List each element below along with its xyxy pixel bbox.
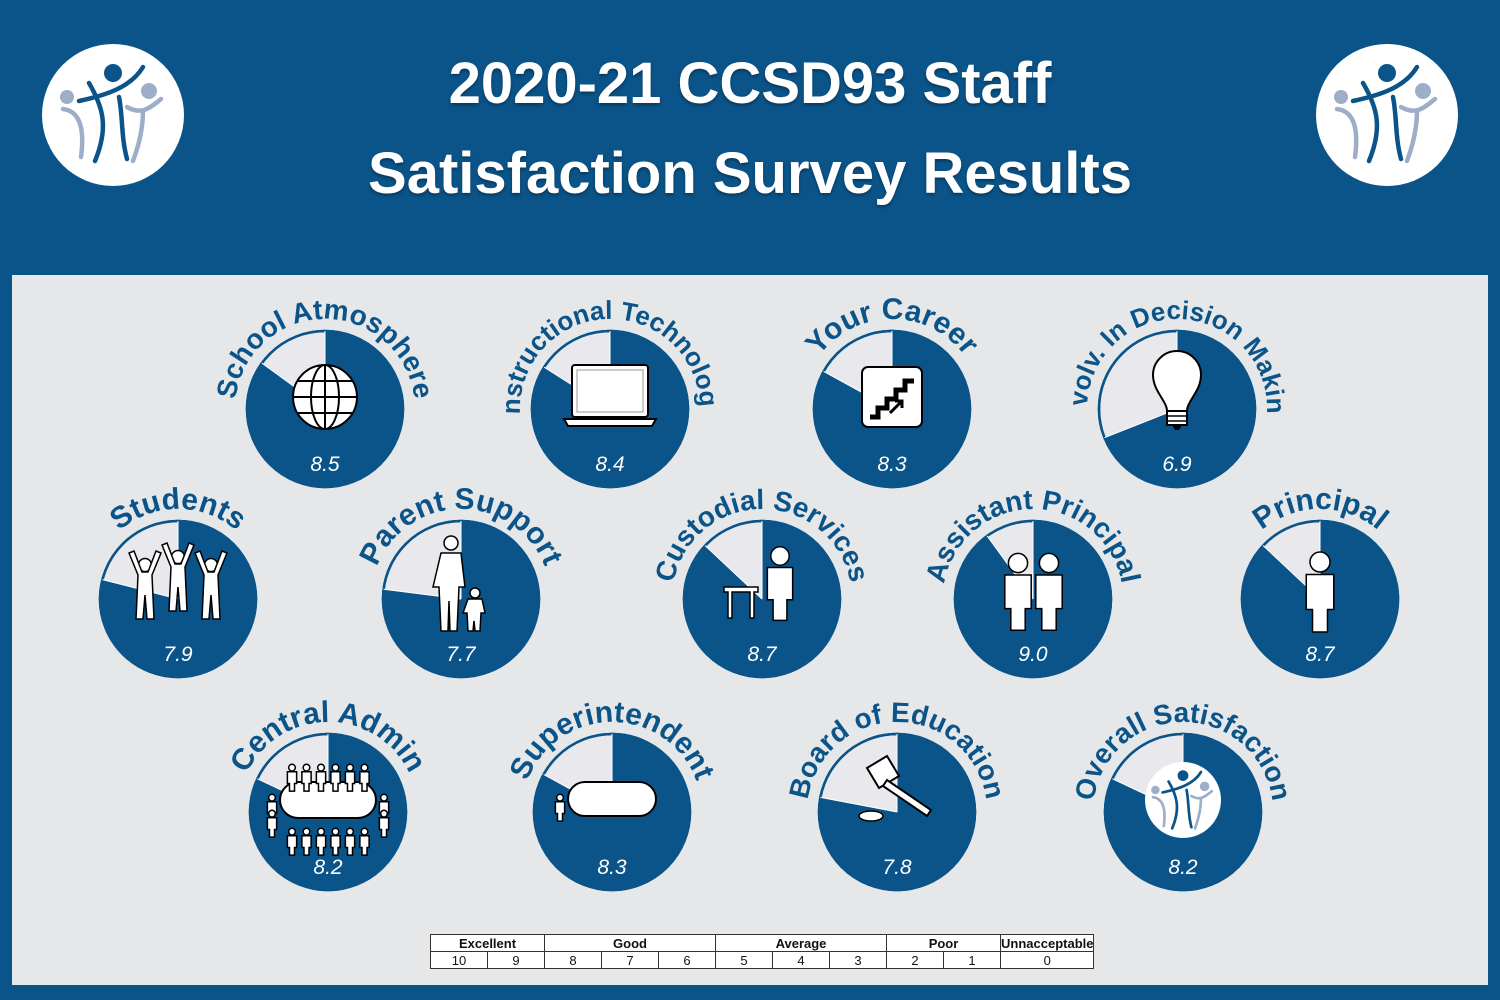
pie-value-label: 7.8 — [882, 856, 912, 879]
rating-category-good: Good — [544, 934, 716, 952]
ccsd93-logo-icon — [1145, 762, 1221, 838]
cheering-people-icon — [128, 542, 228, 620]
stairs-up-icon — [861, 366, 923, 428]
pie-value-label: 7.7 — [446, 643, 477, 666]
desk-person-icon — [554, 781, 657, 822]
rating-score: 0 — [999, 951, 1095, 969]
rating-score: 7 — [601, 951, 659, 969]
rating-category-average: Average — [715, 934, 887, 952]
pie-value-label: 8.2 — [313, 856, 343, 879]
rating-category-poor: Poor — [886, 934, 1001, 952]
rating-score: 6 — [658, 951, 716, 969]
pie-value-label: 8.3 — [597, 856, 627, 879]
district-logo-right — [1316, 44, 1458, 186]
rating-category-unnacceptable: Unnacceptable — [999, 934, 1095, 952]
laptop-icon — [562, 364, 658, 427]
district-logo-left — [42, 44, 184, 186]
pie-value-label: 8.4 — [595, 453, 624, 476]
two-persons-icon — [1004, 552, 1063, 631]
lightbulb-icon — [1151, 350, 1203, 430]
person-icon — [1305, 551, 1335, 633]
conference-table-icon — [266, 763, 390, 856]
rating-score: 3 — [829, 951, 887, 969]
rating-scale-categories: Excellent Good Average Poor Unnacceptable — [430, 934, 1095, 952]
pie-value-label: 8.7 — [1305, 643, 1336, 666]
rating-score: 2 — [886, 951, 944, 969]
header-banner: 2020-21 CCSD93 Staff Satisfaction Survey… — [0, 0, 1500, 262]
pie-value-label: 6.9 — [1162, 453, 1192, 476]
pie-value-label: 9.0 — [1018, 643, 1048, 666]
globe-icon — [292, 364, 358, 430]
rating-score: 9 — [487, 951, 545, 969]
ccsd93-people-logo-icon — [1334, 64, 1438, 164]
parent-child-icon — [432, 535, 486, 632]
rating-category-excellent: Excellent — [430, 934, 545, 952]
rating-score: 5 — [715, 951, 773, 969]
page-title-line-2: Satisfaction Survey Results — [368, 141, 1132, 206]
ccsd93-people-logo-icon — [60, 64, 164, 164]
pie-value-label: 8.5 — [310, 453, 340, 476]
rating-score: 8 — [544, 951, 602, 969]
rating-scale-scores: 10 9 8 7 6 5 4 3 2 1 0 — [430, 951, 1095, 969]
rating-score: 10 — [430, 951, 488, 969]
pie-value-label: 8.7 — [747, 643, 778, 666]
pie-value-label: 8.2 — [1168, 856, 1198, 879]
gavel-icon — [858, 754, 933, 822]
custodian-table-icon — [723, 546, 794, 622]
pie-value-label: 8.3 — [877, 453, 907, 476]
rating-score: 4 — [772, 951, 830, 969]
rating-score: 1 — [943, 951, 1001, 969]
page-title-line-1: 2020-21 CCSD93 Staff — [448, 51, 1052, 116]
rating-scale-legend: Excellent Good Average Poor Unnacceptable 10… — [430, 934, 1095, 969]
pie-value-label: 7.9 — [163, 643, 193, 666]
